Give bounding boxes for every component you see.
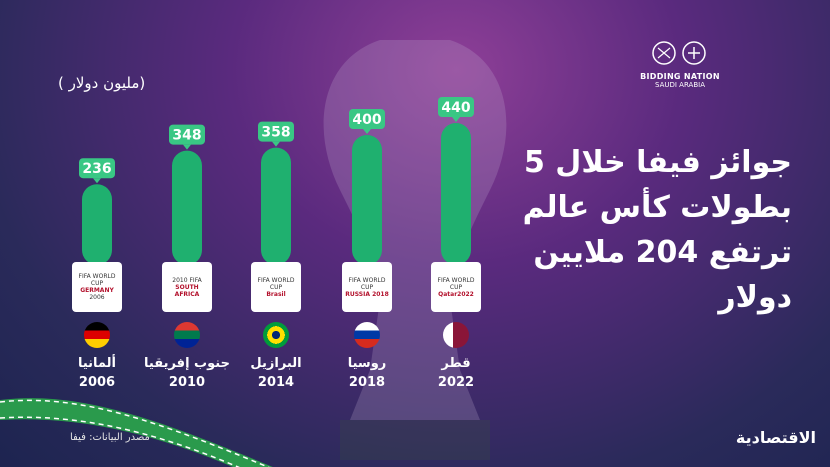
flag-icon-2014 [263,322,289,348]
country-label-2006: ألمانيا [77,356,116,371]
logo-text: Qatar2022 [438,290,474,298]
branding: BIDDING NATION SAUDI ARABIA [640,38,720,89]
value-label-2006: 236 [82,161,111,177]
tournament-logo-2022: FIFA WORLD CUP Qatar2022 [431,262,481,312]
country-label-2014: البرازيل [250,356,302,371]
year-label-2022: 2022 [437,375,475,390]
bar-2022 [441,123,471,265]
flag-icon-2022 [443,322,469,348]
logo-text: Brasil [266,290,286,298]
country-label-2010: جنوب إفريقيا [144,356,230,371]
bar-2010 [172,150,202,265]
value-pointer-2010 [183,144,191,150]
logo-text: 2006 [89,294,105,301]
value-pill-2010 [169,124,205,145]
headline: جوائز فيفا خلال 5 بطولات كأس عالم ترتفع … [522,145,792,315]
value-label-2022: 440 [441,100,470,116]
value-label-2014: 358 [261,125,290,141]
unit-label: (مليون دولار ) [58,74,146,92]
decorative-ribbon [0,398,273,467]
bar-2006 [82,184,112,265]
flag-icon-2018 [354,322,380,348]
value-pointer-2018 [363,129,371,134]
country-label-2022: قطر [441,356,471,371]
logo-text: FIFA WORLD CUP [257,276,295,291]
value-pill-2006 [79,158,115,179]
year-label-2010: 2010 [168,375,206,390]
year-label-2018: 2018 [348,375,386,390]
bar-2018 [352,135,382,265]
logo-text: GERMANY [80,287,114,294]
value-pointer-2022 [452,117,460,122]
logo-text: 2010 FIFA [172,276,202,284]
publisher-logo: الاقتصادية [735,428,816,447]
year-label-2014: 2014 [257,375,295,390]
value-label-2010: 348 [172,128,201,144]
flag-icon-2010 [174,322,200,348]
value-pointer-2006 [93,178,101,184]
logo-text: FIFA WORLD CUP [348,276,386,291]
brand-sub: SAUDI ARABIA [655,81,705,89]
tournament-logo-2006: FIFA WORLD CUP GERMANY 2006 [72,262,122,312]
value-pill-2022 [438,97,474,117]
logo-text: RUSSIA 2018 [345,290,389,298]
flag-icon-2006 [84,322,110,348]
logo-text: FIFA WORLD CUP [437,276,475,291]
bar-2014 [261,147,291,265]
tournament-logo-2014: FIFA WORLD CUP Brasil [251,262,301,312]
tournament-logo-2010: 2010 FIFA SOUTH AFRICA [162,262,212,312]
source-note: مصدر البيانات: فيفا [70,432,150,443]
year-label-2006: 2006 [78,375,116,390]
value-pill-2018 [349,109,385,129]
tournament-logo-2018: FIFA WORLD CUP RUSSIA 2018 [342,262,392,312]
value-label-2018: 400 [352,112,381,128]
brand-name: BIDDING NATION [640,72,720,81]
country-label-2018: روسيا [347,356,387,371]
bidding-nation-logo [652,41,706,65]
value-pill-2014 [258,121,294,142]
logo-text: FIFA WORLD CUP [78,273,116,287]
value-pointer-2014 [272,141,280,147]
logo-text: SOUTH AFRICA [174,283,200,298]
